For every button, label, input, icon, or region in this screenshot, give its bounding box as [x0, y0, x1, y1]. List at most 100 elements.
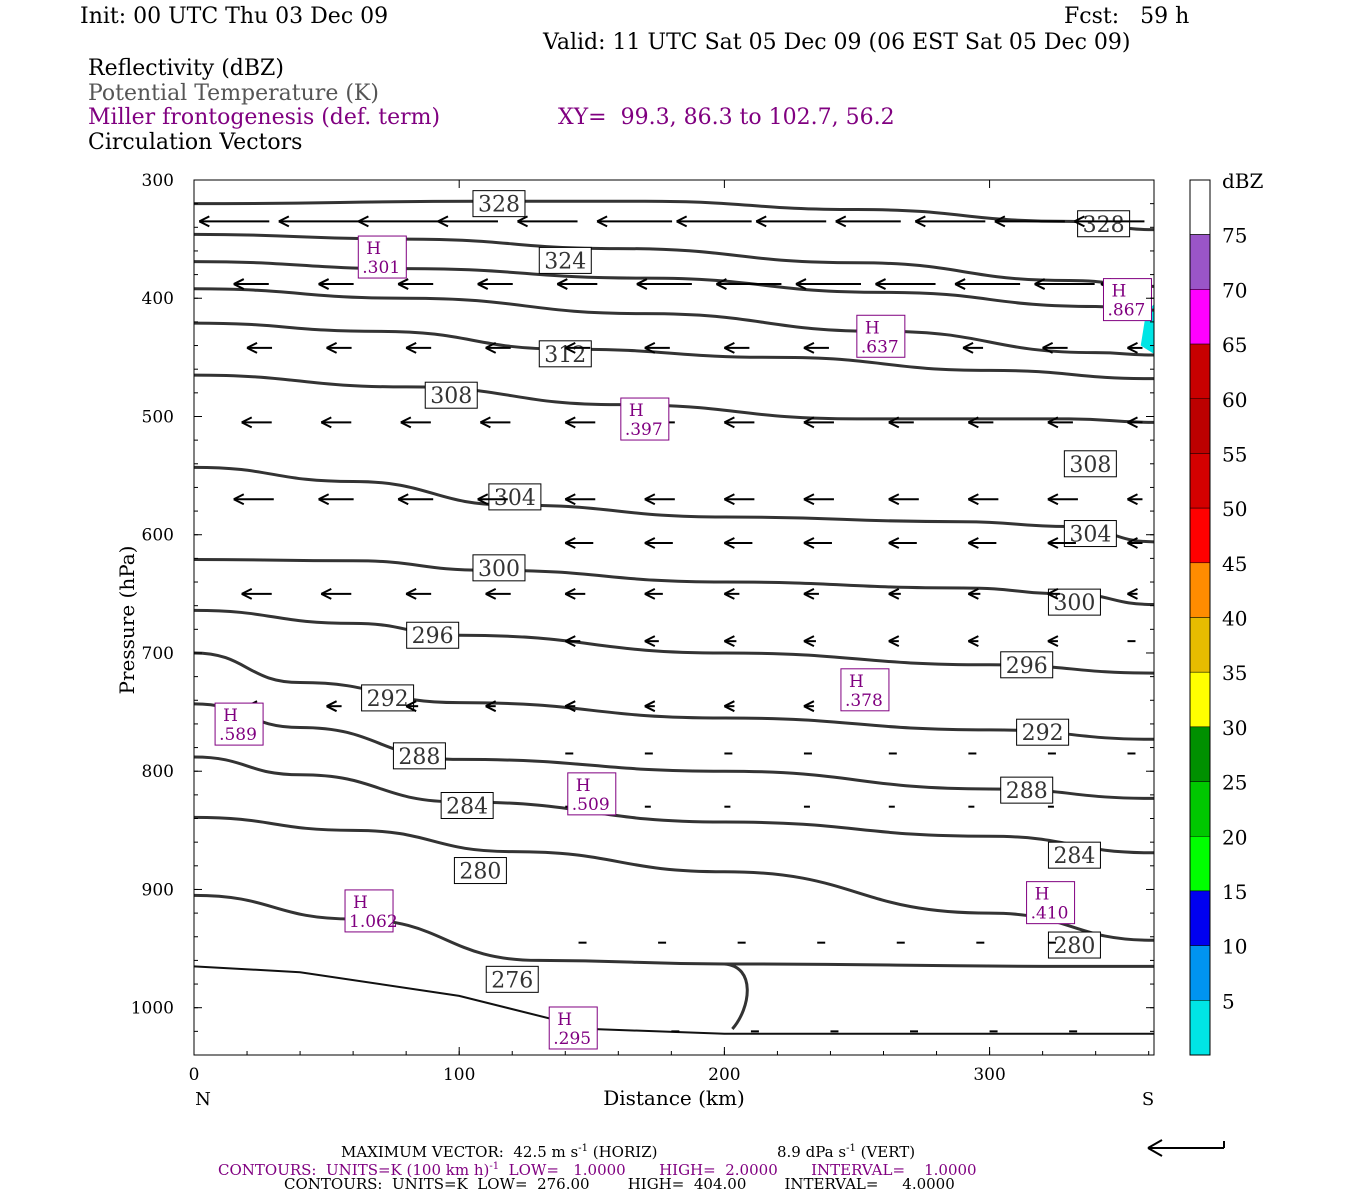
theta-contour-line: [724, 962, 749, 1030]
theta-contour-label: 296: [412, 624, 454, 649]
circulation-vector-head: [795, 278, 807, 290]
circulation-vector-head: [803, 342, 815, 354]
frontogenesis-high-label: H: [557, 1010, 572, 1030]
theta-label-box: [361, 684, 415, 712]
y-tick-label: 700: [142, 644, 174, 664]
circulation-vector-head: [1042, 342, 1054, 354]
theta-contour-label: 288: [398, 745, 440, 770]
circulation-vector-head: [241, 587, 253, 600]
theta-contour-label: 300: [478, 557, 520, 582]
colorbar-swatch: [1189, 617, 1211, 673]
cross-section-xy: XY= 99.3, 86.3 to 102.7, 56.2: [558, 105, 895, 130]
frontogenesis-high-box: [620, 397, 670, 441]
colorbar-swatch: [1189, 398, 1211, 454]
circulation-vector-head: [517, 215, 528, 228]
colorbar-swatch: [1189, 781, 1211, 837]
y-tick-label: 1000: [131, 999, 174, 1019]
theta-contour-label: 324: [544, 249, 586, 274]
max-vector-horiz: MAXIMUM VECTOR: 42.5 m s: [341, 1143, 579, 1161]
max-vector-vert-unit: (VERT): [855, 1143, 916, 1161]
y-axis-label: Pressure (hPa): [115, 546, 139, 695]
circulation-vector-head: [564, 493, 576, 506]
circulation-vector-head: [636, 278, 648, 290]
circulation-vector-head: [564, 537, 576, 549]
x-end-label-south: S: [1142, 1089, 1154, 1110]
colorbar-level-label: 40: [1222, 607, 1247, 631]
frontogenesis-high-box: [548, 1006, 598, 1050]
circulation-vector-head: [556, 278, 568, 290]
colorbar-swatch: [1189, 234, 1211, 290]
max-vector-vert: 8.9 dPa s: [777, 1143, 847, 1161]
theta-contour-label: 280: [1053, 934, 1095, 959]
circulation-vector-head: [1127, 587, 1138, 600]
circulation-vector-head: [723, 587, 735, 600]
frontogenesis-high-box: [1026, 881, 1076, 925]
y-tick-label: 500: [142, 407, 174, 427]
colorbar-level-label: 20: [1222, 825, 1247, 849]
circulation-vector-head: [967, 416, 979, 429]
circulation-vector-head: [954, 278, 966, 290]
theta-label-box: [485, 965, 539, 993]
theta-label-box: [1016, 718, 1070, 746]
theta-label-box: [538, 340, 592, 368]
frontogenesis-high-label: H: [353, 893, 368, 913]
plot-frame: [193, 179, 1155, 1056]
colorbar-title: dBZ: [1222, 169, 1264, 193]
circulation-vector-head: [967, 537, 979, 549]
x-tick-label: 200: [708, 1065, 740, 1085]
circulation-vector-head: [723, 537, 735, 549]
circulation-vector-head: [477, 278, 489, 290]
x-tick-label: 300: [973, 1065, 1005, 1085]
field-frontogenesis: Miller frontogenesis (def. term): [88, 105, 441, 130]
init-time: Init: 00 UTC Thu 03 Dec 09: [80, 4, 389, 29]
theta-contour-label: 312: [544, 343, 586, 368]
circulation-vector-head: [888, 587, 900, 600]
circulation-vector-head: [723, 493, 735, 506]
circulation-vector-head: [326, 700, 338, 713]
circulation-vector-head: [564, 700, 576, 713]
circulation-vector-head: [1073, 215, 1085, 228]
circulation-vector-head: [596, 215, 608, 228]
circulation-vector-head: [564, 342, 576, 354]
theta-contour-label: 300: [1053, 591, 1095, 616]
theta-contour-label: 288: [1006, 779, 1048, 804]
circulation-vector-head: [962, 342, 974, 354]
frontogenesis-high-value: .509: [572, 795, 610, 815]
colorbar-swatch: [1189, 1000, 1211, 1056]
frontogenesis-high-value: .637: [861, 337, 899, 357]
circulation-vector-head: [405, 587, 417, 600]
theta-contour-line: [193, 893, 1154, 968]
y-tick-label: 800: [142, 762, 174, 782]
reference-vector-arrow: [1147, 1139, 1225, 1157]
circulation-vector-head: [1047, 537, 1059, 549]
colorbar-swatch: [1189, 453, 1211, 509]
frontogenesis-high-box: [357, 235, 407, 279]
circulation-vector-head: [715, 278, 727, 290]
frontogenesis-high-value: .378: [845, 691, 883, 711]
circulation-vector-head: [1047, 493, 1059, 506]
y-tick-label: 300: [142, 171, 174, 191]
colorbar-level-label: 75: [1222, 224, 1247, 248]
circulation-vector-head: [397, 493, 409, 506]
circulation-vector-head: [888, 416, 900, 429]
colorbar-level-label: 60: [1222, 388, 1247, 412]
circulation-vector-head: [644, 635, 656, 648]
theta-contour-line: [193, 260, 1155, 312]
circulation-vector-head: [967, 493, 979, 506]
theta-label-box: [472, 554, 526, 582]
circulation-vector-head: [1034, 278, 1046, 290]
colorbar-level-label: 45: [1222, 552, 1247, 576]
frontogenesis-high-box: [344, 889, 394, 933]
colorbar-level-label: 5: [1222, 989, 1235, 1013]
circulation-vector-head: [803, 493, 815, 506]
circulation-vector-head: [803, 700, 815, 713]
circulation-vector-head: [318, 278, 330, 290]
frontogenesis-high-value: .589: [219, 725, 257, 745]
circulation-vector-head: [397, 278, 409, 290]
theta-contour-line: [193, 321, 1155, 381]
colorbar-swatch: [1189, 562, 1211, 618]
field-circulation-vectors: Circulation Vectors: [88, 130, 303, 155]
colorbar-swatch: [1189, 726, 1211, 782]
frontogenesis-high-box: [214, 702, 264, 746]
